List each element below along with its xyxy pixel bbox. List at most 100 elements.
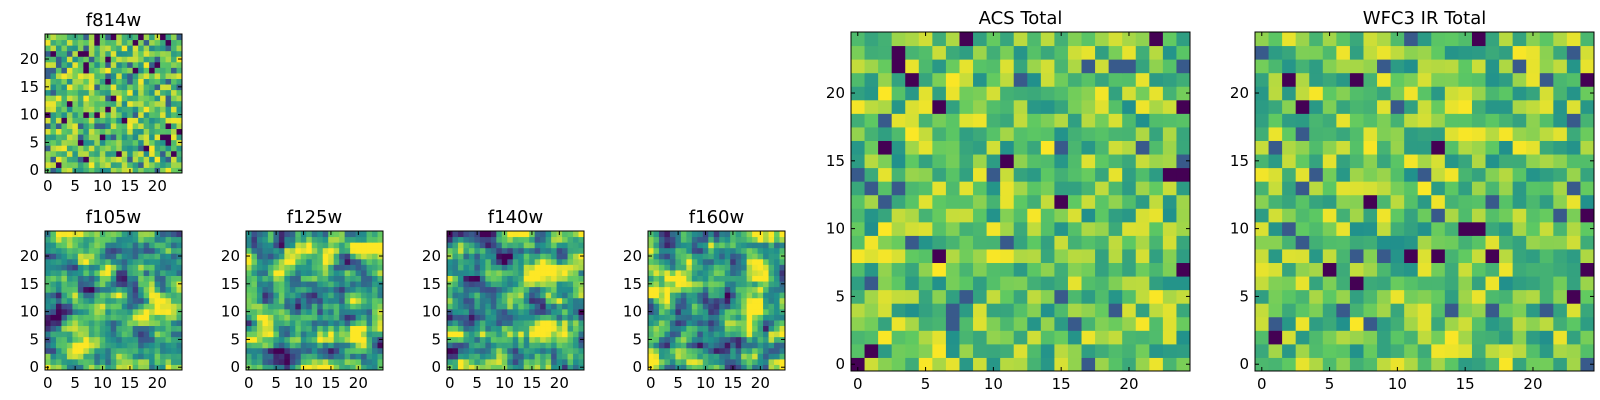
heatmap-cell — [457, 242, 464, 249]
heatmap-cell — [116, 84, 123, 91]
heatmap-cell — [932, 248, 947, 264]
heatmap-cell — [851, 303, 866, 318]
heatmap-cell — [1176, 316, 1191, 331]
heatmap-cell — [45, 50, 51, 57]
heatmap-cell — [741, 231, 748, 238]
heatmap-cell — [669, 353, 676, 360]
heatmap-cell — [551, 281, 558, 288]
heatmap-cell — [1108, 276, 1123, 291]
heatmap-cell — [730, 325, 737, 332]
heatmap-cell — [675, 319, 682, 327]
heatmap-cell — [573, 342, 580, 349]
heatmap-cell — [864, 86, 879, 101]
heatmap-cell — [653, 253, 660, 260]
heatmap-cell — [94, 353, 101, 360]
heatmap-cell — [1040, 262, 1055, 277]
heatmap-cell — [529, 269, 536, 276]
heatmap-cell — [83, 45, 90, 52]
heatmap-cell — [1336, 248, 1351, 264]
heatmap-cell — [1444, 221, 1459, 236]
heatmap-cell — [878, 32, 893, 47]
heatmap-cell — [768, 231, 775, 238]
heatmap-cell — [567, 281, 574, 288]
heatmap-cell — [653, 325, 660, 332]
heatmap-cell — [932, 208, 947, 223]
heatmap-cell — [105, 139, 112, 146]
heatmap-cell — [127, 353, 134, 360]
heatmap-cell — [154, 331, 161, 338]
heatmap-cell — [45, 78, 51, 85]
heatmap-cell — [573, 281, 580, 288]
heatmap-cell — [121, 150, 128, 157]
heatmap-cell — [72, 39, 79, 46]
heatmap-cell — [127, 319, 134, 327]
heatmap-cell — [45, 358, 51, 365]
heatmap-cell — [648, 303, 654, 310]
heatmap-cell — [518, 297, 525, 304]
axes-frame — [446, 230, 585, 371]
heatmap-cell — [724, 297, 731, 304]
heatmap-cell — [1295, 357, 1310, 372]
heatmap-cell — [653, 264, 660, 271]
heatmap-cell — [713, 325, 720, 332]
heatmap-cell — [512, 258, 519, 265]
heatmap-cell — [468, 253, 475, 260]
heatmap-cell — [507, 342, 514, 349]
heatmap-cell — [1499, 316, 1514, 331]
heatmap-cell — [534, 364, 541, 371]
heatmap-cell — [361, 264, 368, 271]
heatmap-cell — [72, 134, 79, 141]
heatmap-cell — [1580, 208, 1595, 223]
heatmap-cell — [127, 95, 134, 102]
heatmap-cell — [664, 281, 671, 288]
heatmap-cell — [72, 72, 79, 79]
heatmap-cell — [1512, 154, 1527, 169]
heatmap-cell — [1149, 72, 1164, 87]
heatmap-cell — [171, 314, 178, 321]
heatmap-cell — [262, 303, 269, 310]
heatmap-cell — [143, 56, 150, 63]
heatmap-cell — [1108, 330, 1123, 345]
heatmap-cell — [138, 303, 145, 310]
heatmap-cell — [468, 325, 475, 332]
heatmap-cell — [945, 181, 960, 196]
heatmap-cell — [578, 275, 585, 282]
heatmap-cell — [1512, 72, 1527, 87]
heatmap-cell — [973, 248, 988, 264]
heatmap-cell — [105, 331, 112, 338]
heatmap-cell — [1040, 248, 1055, 264]
heatmap-cell — [127, 145, 134, 152]
heatmap-cell — [708, 353, 715, 360]
heatmap-cell — [138, 286, 145, 293]
heatmap-cell — [344, 269, 351, 276]
heatmap-cell — [251, 297, 258, 304]
heatmap-cell — [1108, 181, 1123, 196]
heatmap-cell — [121, 117, 128, 124]
heatmap-cell — [1566, 99, 1581, 114]
y-tick-label: 20 — [20, 247, 39, 265]
heatmap-cell — [768, 297, 775, 304]
heatmap-cell — [372, 342, 379, 349]
heatmap-cell — [1404, 99, 1419, 114]
heatmap-cell — [300, 253, 307, 260]
heatmap-cell — [1499, 235, 1514, 250]
x-tick-label: 15 — [120, 177, 139, 195]
heatmap-cell — [317, 281, 324, 288]
heatmap-cell — [77, 264, 84, 271]
heatmap-cell — [468, 269, 475, 276]
heatmap-cell — [317, 353, 324, 360]
heatmap-cell — [361, 308, 368, 315]
heatmap-cell — [1404, 276, 1419, 291]
y-tick-label: 10 — [20, 303, 39, 321]
heatmap-cell — [132, 34, 139, 41]
heatmap-cell — [447, 242, 453, 249]
heatmap-cell — [878, 276, 893, 291]
heatmap-cell — [1135, 343, 1150, 358]
heatmap-cell — [545, 319, 552, 327]
heatmap-cell — [160, 72, 167, 79]
heatmap-cell — [278, 347, 285, 354]
heatmap-cell — [61, 331, 68, 338]
heatmap-cell — [507, 325, 514, 332]
heatmap-cell — [61, 139, 68, 146]
heatmap-cell — [1282, 72, 1297, 87]
